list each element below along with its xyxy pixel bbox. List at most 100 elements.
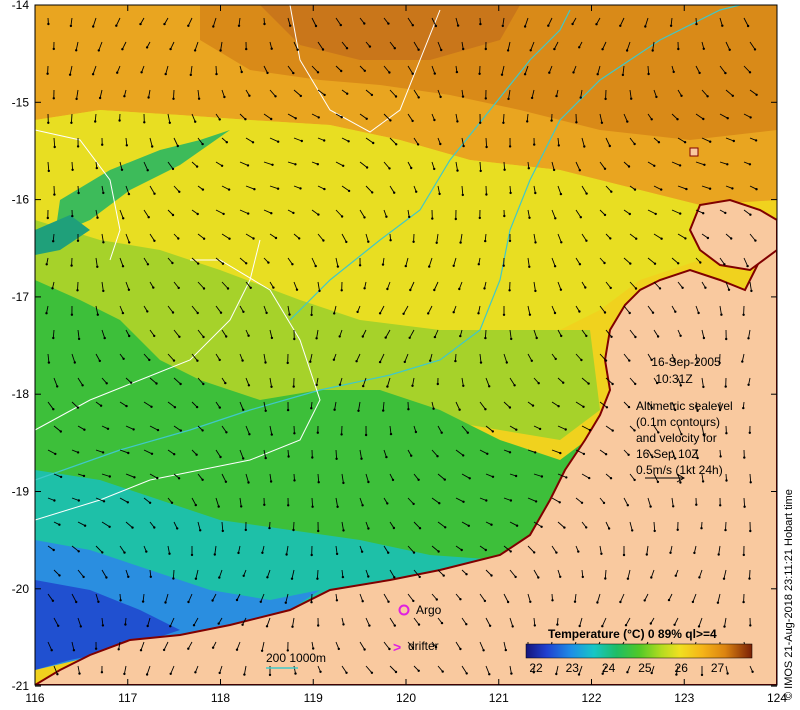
velocity-arrow-head: [483, 599, 487, 603]
velocity-arrow-head: [724, 528, 727, 532]
velocity-arrow-head: [173, 453, 176, 456]
velocity-arrow-head: [244, 528, 247, 532]
velocity-arrow-head: [434, 645, 438, 649]
velocity-arrow: [485, 425, 494, 432]
velocity-arrow: [149, 473, 158, 479]
velocity-arrow: [389, 185, 395, 193]
velocity-arrow: [575, 257, 581, 265]
velocity-arrow: [551, 449, 561, 454]
velocity-arrow-head: [195, 405, 199, 409]
velocity-arrow-head: [633, 429, 636, 432]
velocity-arrow-head: [674, 457, 677, 460]
colorbar-label: 27: [711, 661, 725, 675]
velocity-arrow: [239, 113, 246, 120]
velocity-arrow: [581, 233, 587, 241]
velocity-arrow: [53, 425, 62, 432]
velocity-arrow-head: [691, 600, 695, 604]
velocity-arrow: [407, 17, 414, 26]
velocity-arrow-head: [155, 382, 158, 385]
velocity-arrow-head: [171, 261, 174, 265]
velocity-arrow: [749, 233, 756, 241]
velocity-arrow: [557, 233, 562, 243]
velocity-arrow-head: [187, 647, 190, 650]
velocity-arrow-head: [242, 408, 245, 411]
velocity-arrow-head: [276, 187, 280, 190]
velocity-arrow-head: [219, 455, 222, 459]
velocity-arrow-head: [560, 241, 563, 244]
velocity-arrow: [461, 617, 467, 625]
velocity-arrow-head: [197, 97, 201, 100]
velocity-arrow-head: [600, 121, 604, 125]
velocity-arrow-head: [97, 600, 100, 603]
velocity-arrow-head: [269, 480, 273, 483]
velocity-arrow-head: [392, 526, 396, 530]
velocity-arrow-head: [382, 409, 385, 412]
velocity-arrow: [71, 353, 76, 363]
velocity-arrow-head: [259, 600, 262, 603]
velocity-arrow: [650, 569, 655, 578]
velocity-arrow-head: [743, 456, 746, 459]
velocity-arrow: [533, 473, 543, 477]
velocity-arrow: [674, 617, 679, 626]
velocity-arrow-head: [650, 671, 653, 675]
velocity-arrow: [629, 473, 635, 481]
velocity-arrow: [95, 209, 98, 218]
velocity-arrow-head: [336, 265, 340, 268]
velocity-arrow: [501, 65, 505, 75]
velocity-arrow-head: [555, 672, 558, 676]
velocity-arrow: [433, 281, 439, 291]
velocity-arrow-head: [575, 121, 578, 124]
velocity-arrow-head: [76, 406, 80, 409]
velocity-arrow: [743, 209, 751, 216]
velocity-arrow: [412, 377, 415, 386]
velocity-arrow-head: [323, 93, 326, 97]
velocity-arrow-head: [555, 551, 558, 554]
velocity-arrow-head: [626, 577, 630, 580]
velocity-arrow-head: [119, 599, 122, 602]
velocity-arrow-head: [363, 648, 366, 651]
velocity-arrow-head: [748, 163, 752, 166]
velocity-arrow-head: [342, 529, 345, 532]
velocity-arrow-head: [146, 624, 149, 628]
velocity-arrow: [677, 281, 683, 289]
velocity-arrow-head: [675, 673, 678, 676]
velocity-arrow-head: [417, 669, 420, 672]
velocity-arrow: [647, 449, 653, 458]
velocity-arrow: [741, 353, 745, 362]
velocity-arrow-head: [96, 313, 100, 316]
velocity-arrow: [701, 185, 711, 190]
velocity-arrow-head: [361, 600, 364, 603]
velocity-arrow: [215, 497, 220, 507]
velocity-arrow-head: [418, 575, 421, 579]
velocity-arrow: [431, 593, 438, 600]
velocity-arrow-head: [221, 262, 225, 265]
velocity-arrow-head: [579, 96, 582, 99]
velocity-arrow: [646, 545, 649, 555]
velocity-arrow: [458, 281, 463, 290]
velocity-arrow-head: [683, 141, 687, 144]
velocity-arrow-head: [77, 550, 80, 553]
velocity-arrow-head: [76, 451, 80, 454]
velocity-arrow: [455, 17, 459, 26]
velocity-arrow-head: [459, 647, 462, 651]
velocity-arrow-head: [108, 525, 111, 528]
velocity-arrow: [242, 617, 247, 625]
velocity-arrow-head: [218, 671, 221, 675]
velocity-arrow: [69, 65, 73, 75]
velocity-arrow-head: [502, 264, 505, 267]
velocity-arrow: [461, 665, 468, 674]
velocity-arrow-head: [553, 47, 556, 51]
velocity-arrow-head: [528, 216, 531, 219]
velocity-arrow-head: [559, 192, 563, 196]
velocity-arrow-head: [340, 116, 343, 119]
velocity-arrow: [653, 185, 662, 191]
velocity-arrow-head: [153, 526, 156, 529]
x-tick-label: 117: [118, 691, 137, 705]
velocity-arrow-head: [603, 167, 607, 170]
velocity-arrow: [197, 89, 200, 99]
velocity-arrow-head: [533, 624, 536, 627]
velocity-arrow: [341, 665, 347, 674]
velocity-arrow-head: [124, 623, 127, 626]
velocity-arrow: [269, 377, 272, 387]
velocity-arrow: [317, 233, 324, 241]
